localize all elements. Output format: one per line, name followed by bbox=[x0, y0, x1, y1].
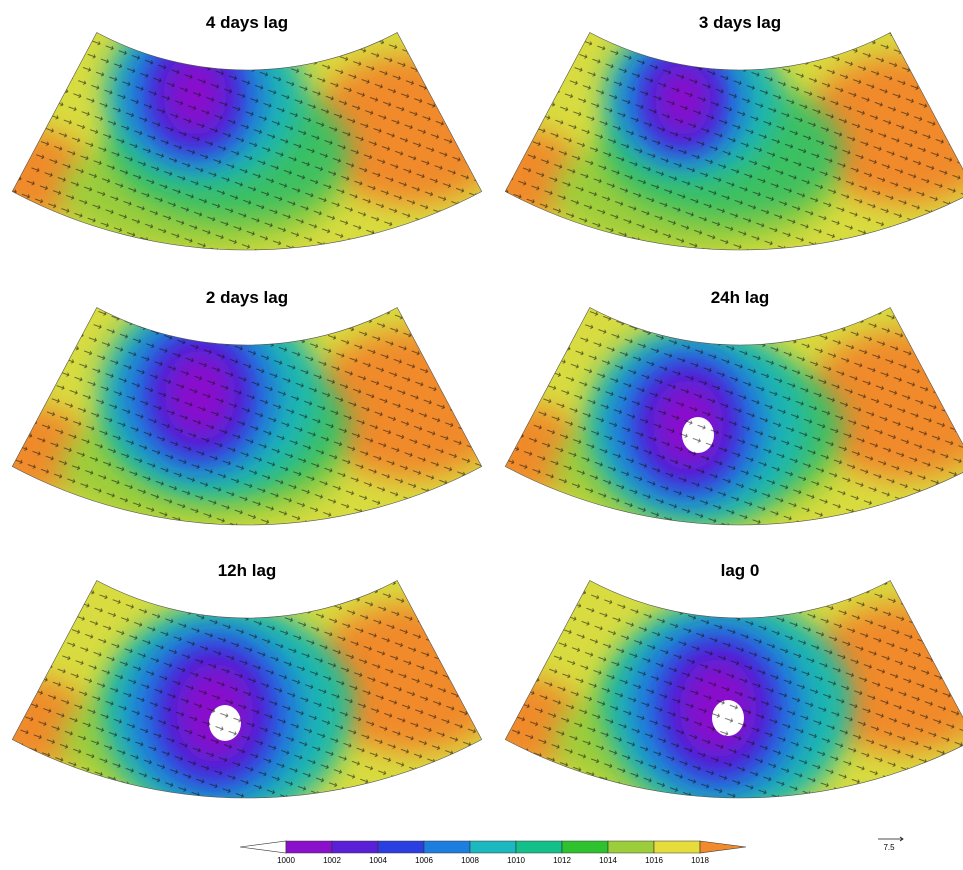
map-outline bbox=[504, 580, 963, 799]
map-panel: 12h lag bbox=[11, 561, 483, 799]
map-field bbox=[505, 307, 963, 525]
map-outline bbox=[504, 307, 963, 526]
map-field bbox=[12, 32, 482, 250]
colorbar-swatch bbox=[607, 840, 655, 854]
colorbar-label: 1018 bbox=[691, 856, 709, 865]
map-panel: 4 days lag bbox=[11, 13, 483, 251]
map-panel: lag 0 bbox=[504, 561, 963, 799]
colorbar-label: 1002 bbox=[323, 856, 341, 865]
colorbar-swatch bbox=[239, 840, 287, 854]
colorbar-swatch bbox=[377, 840, 425, 854]
colorbar-swatch bbox=[469, 840, 517, 854]
map-field bbox=[12, 307, 482, 525]
map-outline bbox=[11, 580, 483, 799]
colorbar-swatch bbox=[653, 840, 701, 854]
panel-title: 12h lag bbox=[218, 561, 277, 580]
colorbar-label: 1006 bbox=[415, 856, 433, 865]
panel-title: 24h lag bbox=[711, 288, 770, 307]
map-field bbox=[505, 580, 963, 798]
colorbar-swatch bbox=[515, 840, 563, 854]
map-field bbox=[505, 32, 963, 250]
colorbar-swatch bbox=[423, 840, 471, 854]
panel-title: 2 days lag bbox=[206, 288, 288, 307]
panel-title: lag 0 bbox=[721, 561, 760, 580]
colorbar-label: 1008 bbox=[461, 856, 479, 865]
map-outline bbox=[504, 32, 963, 251]
colorbar-swatch bbox=[285, 840, 333, 854]
map-panel: 2 days lag bbox=[11, 288, 483, 526]
map-outline bbox=[11, 307, 483, 526]
colorbar-swatch bbox=[331, 840, 379, 854]
panel-title: 3 days lag bbox=[699, 13, 781, 32]
map-panel: 24h lag bbox=[504, 288, 963, 526]
colorbar-swatch bbox=[699, 840, 747, 854]
colorbar-label: 1004 bbox=[369, 856, 387, 865]
colorbar-label: 1012 bbox=[553, 856, 571, 865]
colorbar-label: 1010 bbox=[507, 856, 525, 865]
map-field bbox=[12, 580, 482, 798]
map-panel: 3 days lag bbox=[504, 13, 963, 251]
map-outline bbox=[11, 32, 483, 251]
reference-vector: 7.5 bbox=[878, 836, 904, 852]
colorbar-label: 1014 bbox=[599, 856, 617, 865]
panel-title: 4 days lag bbox=[206, 13, 288, 32]
colorbar-swatch bbox=[561, 840, 609, 854]
colorbar: 1000 1002 1004 1006 1008 1010 1012 1014 1016 1018 bbox=[239, 840, 747, 865]
colorbar-label: 1000 bbox=[277, 856, 295, 865]
colorbar-label: 1016 bbox=[645, 856, 663, 865]
reference-label: 7.5 bbox=[883, 843, 895, 852]
